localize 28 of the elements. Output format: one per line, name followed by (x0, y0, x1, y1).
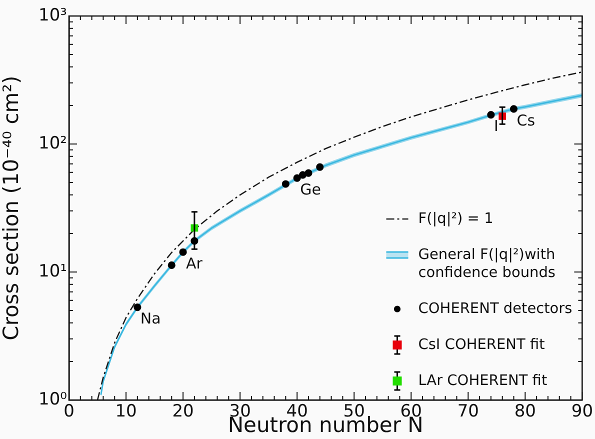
point (134, 303, 142, 312)
point (293, 174, 301, 182)
y-tick-label: 10¹ (38, 261, 67, 282)
legend-label: LAr COHERENT fit (418, 372, 548, 389)
point (179, 248, 187, 256)
y-tick-label: 10² (38, 133, 67, 154)
x-tick-label: 80 (514, 402, 536, 422)
x-tick-label: 90 (571, 402, 594, 422)
y-axis-title: Cross section (10⁻⁴⁰ cm²) (0, 76, 24, 340)
point (282, 180, 290, 188)
y-tick-label: 10³ (38, 5, 67, 26)
annotation: Ge (300, 180, 321, 198)
x-tick-label: 20 (172, 402, 194, 422)
legend-label: CsI COHERENT fit (418, 336, 546, 353)
point (487, 111, 495, 119)
annotation: Na (140, 310, 161, 328)
point (510, 105, 518, 113)
annotation: Cs (516, 111, 536, 130)
x-tick-label: 10 (115, 402, 137, 422)
annotation: I (494, 117, 498, 136)
legend-label: General F(|q|²)with confidence bounds (418, 246, 556, 281)
point (304, 169, 312, 177)
point (316, 163, 324, 171)
annotation: Ar (186, 254, 204, 273)
legend-label: F(|q|²) = 1 (418, 210, 494, 227)
point (168, 261, 176, 270)
legend-label: COHERENT detectors (418, 300, 572, 317)
x-tick-label: 70 (457, 402, 479, 422)
